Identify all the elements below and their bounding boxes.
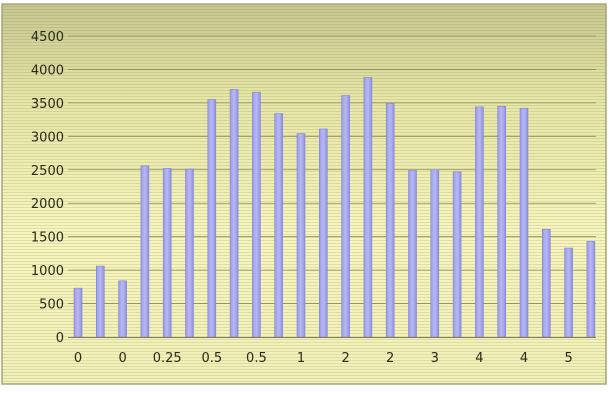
x-tick-label: 4	[475, 351, 483, 366]
y-tick-label: 500	[39, 298, 64, 313]
bar	[318, 128, 328, 338]
bar	[96, 265, 105, 338]
bar	[341, 95, 350, 338]
bar	[296, 133, 306, 338]
bar	[252, 91, 261, 338]
bar	[430, 169, 440, 338]
y-tick-label: 0	[56, 331, 64, 346]
bar	[497, 105, 507, 338]
x-tick-label: 2	[386, 351, 394, 366]
bar	[274, 113, 284, 338]
bar	[452, 171, 462, 338]
y-tick-label: 4500	[31, 30, 64, 45]
bar	[564, 247, 573, 338]
x-tick-label: 0.5	[246, 351, 267, 366]
bar	[229, 89, 239, 338]
bar	[408, 170, 417, 338]
x-tick-label: 3	[431, 351, 439, 366]
y-tick-label: 4000	[31, 63, 64, 78]
bar	[73, 287, 83, 338]
bar	[207, 99, 217, 338]
bar	[162, 168, 172, 338]
x-tick-label: 4	[520, 351, 528, 366]
bar	[475, 106, 484, 338]
x-tick-label: 0.25	[153, 351, 182, 366]
bar	[140, 165, 150, 338]
x-tick-label: 0.5	[201, 351, 222, 366]
x-tick-label: 5	[564, 351, 572, 366]
bar	[185, 168, 194, 338]
x-tick-label: 0	[74, 351, 82, 366]
x-tick-label: 0	[118, 351, 126, 366]
bar	[118, 280, 127, 338]
bar	[586, 241, 596, 338]
bar	[541, 229, 551, 338]
bars	[73, 77, 596, 338]
bar	[363, 77, 373, 338]
y-tick-label: 1500	[31, 231, 64, 246]
grid-layer	[68, 35, 596, 304]
y-tick-label: 2500	[31, 164, 64, 179]
x-tick-label: 2	[341, 351, 349, 366]
y-tick-label: 2000	[31, 197, 64, 212]
y-axis-ticks: 0 500 1000 1500 2000 2500 3000 3500 4000 4500	[31, 30, 64, 346]
y-tick-label: 3000	[31, 130, 64, 145]
x-tick-label: 1	[297, 351, 305, 366]
bar	[519, 107, 529, 338]
x-axis-ticks: 0 0 0.25 0.5 0.5 1 2 2 3 4 4 5	[74, 351, 573, 366]
y-tick-label: 3500	[31, 97, 64, 112]
y-tick-label: 1000	[31, 264, 64, 279]
bar	[385, 103, 395, 338]
